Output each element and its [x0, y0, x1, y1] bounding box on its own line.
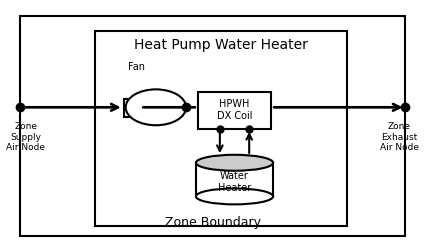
FancyBboxPatch shape — [95, 31, 347, 226]
Text: Heat Pump Water Heater: Heat Pump Water Heater — [134, 38, 308, 51]
Text: Zone
Exhaust
Air Node: Zone Exhaust Air Node — [380, 122, 419, 152]
Ellipse shape — [196, 188, 273, 204]
FancyBboxPatch shape — [20, 16, 405, 236]
Ellipse shape — [196, 155, 273, 171]
Text: Fan: Fan — [128, 62, 144, 72]
Circle shape — [126, 89, 186, 125]
Text: Zone
Supply
Air Node: Zone Supply Air Node — [6, 122, 45, 152]
Text: Water
Heater: Water Heater — [218, 171, 251, 193]
FancyBboxPatch shape — [198, 92, 271, 129]
FancyBboxPatch shape — [196, 163, 273, 196]
FancyBboxPatch shape — [124, 99, 140, 116]
Text: Zone Boundary: Zone Boundary — [164, 216, 261, 229]
Text: HPWH
DX Coil: HPWH DX Coil — [217, 99, 252, 121]
